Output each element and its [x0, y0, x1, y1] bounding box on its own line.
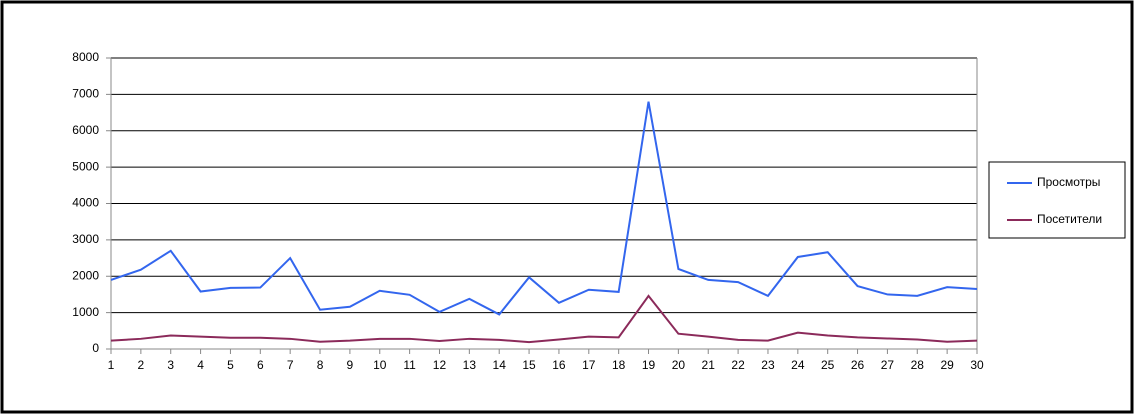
- x-tick-label: 26: [851, 358, 865, 372]
- x-tick-label: 6: [257, 358, 264, 372]
- legend-box: [988, 161, 1126, 239]
- x-tick-label: 9: [347, 358, 354, 372]
- x-tick-label: 11: [403, 358, 416, 372]
- y-tick-label: 1000: [72, 305, 99, 319]
- x-tick-label: 28: [911, 358, 925, 372]
- x-tick-label: 16: [552, 358, 566, 372]
- x-tick-label: 20: [672, 358, 686, 372]
- legend-label: Просмотры: [1037, 175, 1100, 189]
- y-tick-label: 3000: [72, 232, 99, 246]
- y-tick-label: 2000: [72, 268, 99, 282]
- x-tick-label: 10: [373, 358, 387, 372]
- x-tick-label: 24: [791, 358, 805, 372]
- x-tick-label: 15: [522, 358, 536, 372]
- series-line: [110, 294, 978, 344]
- x-tick-label: 17: [582, 358, 596, 372]
- y-tick-label: 0: [92, 341, 99, 355]
- x-tick-label: 19: [642, 358, 656, 372]
- x-tick-label: 7: [287, 358, 294, 372]
- x-tick-label: 4: [197, 358, 204, 372]
- x-tick-label: 14: [493, 358, 507, 372]
- y-tick-label: 6000: [72, 123, 99, 137]
- x-tick-label: 13: [463, 358, 477, 372]
- x-tick-label: 23: [761, 358, 775, 372]
- x-tick-label: 25: [821, 358, 835, 372]
- series-line: [110, 101, 978, 316]
- y-tick-label: 4000: [72, 196, 99, 210]
- x-tick-label: 2: [138, 358, 145, 372]
- x-tick-label: 22: [731, 358, 745, 372]
- x-tick-label: 29: [940, 358, 954, 372]
- x-tick-label: 27: [881, 358, 895, 372]
- x-tick-label: 21: [702, 358, 716, 372]
- x-tick-label: 3: [167, 358, 174, 372]
- x-tick-label: 8: [317, 358, 324, 372]
- y-tick-label: 8000: [72, 50, 99, 64]
- x-tick-label: 12: [433, 358, 447, 372]
- x-tick-label: 18: [612, 358, 626, 372]
- x-tick-label: 30: [970, 358, 984, 372]
- legend-label: Посетители: [1037, 212, 1102, 226]
- x-tick-label: 1: [108, 358, 115, 372]
- y-tick-label: 5000: [72, 159, 99, 173]
- x-tick-label: 5: [227, 358, 234, 372]
- y-tick-label: 7000: [72, 87, 99, 101]
